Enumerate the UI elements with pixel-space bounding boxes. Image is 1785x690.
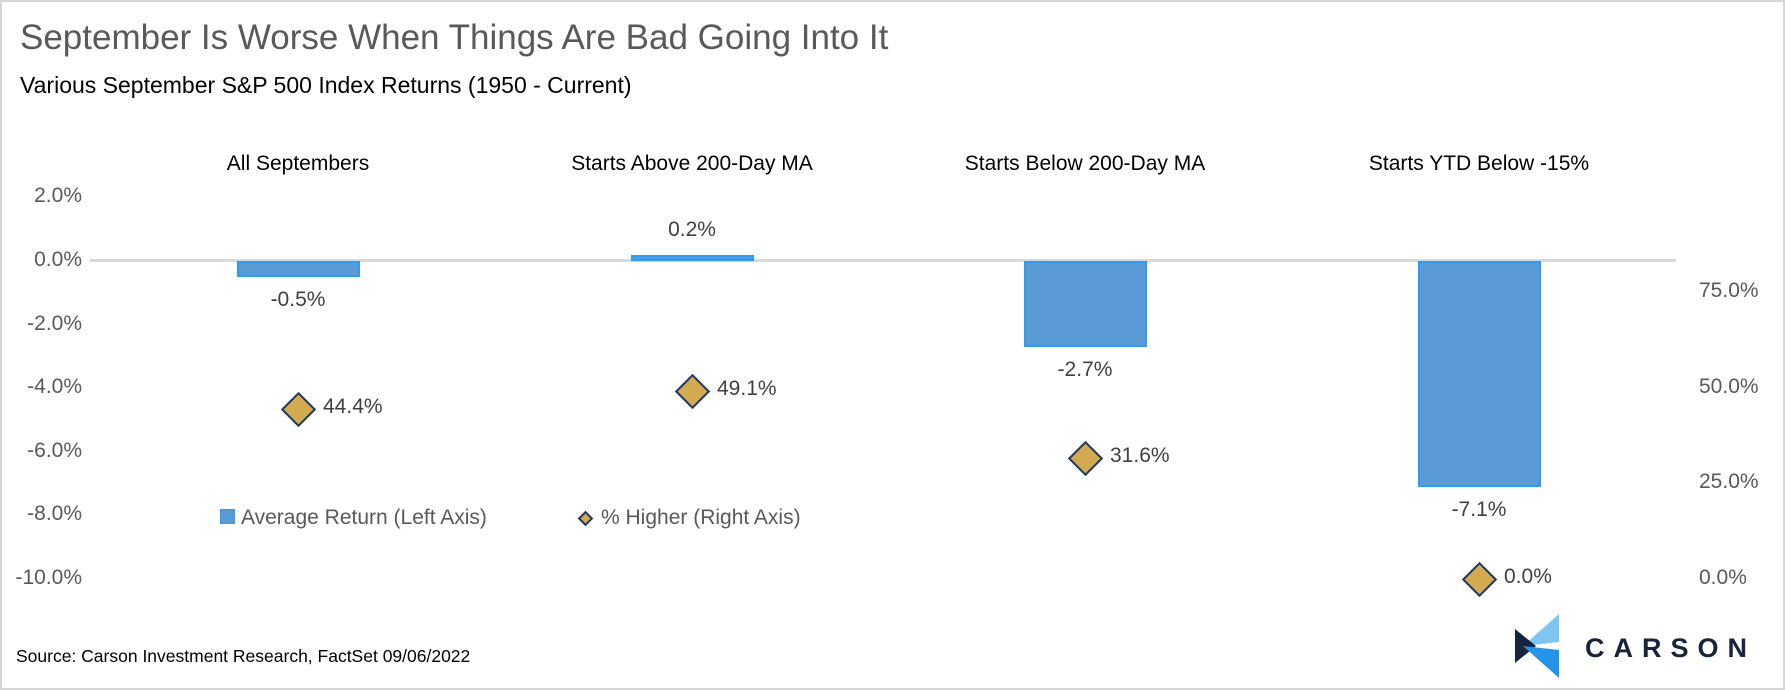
bar-value-label: 0.2% — [668, 217, 716, 241]
pct-higher-marker — [280, 391, 316, 427]
right-axis-tick-label: 0.0% — [1699, 566, 1747, 589]
bar-value-label: -0.5% — [270, 287, 326, 311]
bar-value-label: -2.7% — [1057, 357, 1113, 381]
zero-axis-line — [90, 259, 1676, 262]
legend-label-average-return: Average Return (Left Axis) — [241, 506, 487, 529]
right-axis-tick-label: 25.0% — [1699, 470, 1759, 494]
left-axis-tick-label: -4.0% — [27, 375, 82, 399]
category-label: Starts YTD Below -15% — [1368, 152, 1590, 175]
source-text: Source: Carson Investment Research, Fact… — [16, 646, 471, 666]
category-label: Starts Below 200-Day MA — [964, 152, 1206, 175]
right-axis-tick-label: 50.0% — [1699, 374, 1759, 398]
category-label: All Septembers — [226, 152, 370, 175]
bar-value-label: -7.1% — [1451, 497, 1507, 521]
left-axis-tick-label: -8.0% — [27, 502, 82, 526]
pct-higher-marker — [674, 373, 710, 409]
chart-subtitle: Various September S&P 500 Index Returns … — [20, 72, 632, 98]
pct-higher-value-label: 49.1% — [717, 377, 777, 401]
pct-higher-value-label: 31.6% — [1110, 444, 1170, 468]
pct-higher-marker — [1461, 561, 1497, 597]
category-label: Starts Above 200-Day MA — [571, 152, 813, 175]
bar-average-return — [1417, 261, 1541, 487]
pct-higher-value-label: 44.4% — [323, 395, 383, 419]
left-axis-tick-label: 0.0% — [34, 248, 82, 271]
left-axis-tick-label: -6.0% — [27, 438, 82, 462]
legend-square-marker — [220, 509, 235, 524]
left-axis-tick-label: -10.0% — [15, 566, 82, 589]
bar-average-return — [1023, 261, 1147, 347]
left-axis-tick-label: 2.0% — [34, 184, 82, 208]
pct-higher-value-label: 0.0% — [1504, 565, 1552, 588]
carson-logo: CARSON — [1515, 612, 1775, 682]
legend-label-pct-higher: % Higher (Right Axis) — [601, 506, 801, 529]
bar-average-return — [236, 261, 360, 277]
bar-average-return — [630, 254, 754, 261]
right-axis-tick-label: 75.0% — [1699, 279, 1759, 303]
pct-higher-marker — [1067, 440, 1103, 476]
left-axis-tick-label: -2.0% — [27, 311, 82, 335]
chart-title: September Is Worse When Things Are Bad G… — [20, 18, 889, 57]
carson-logo-text: CARSON — [1585, 633, 1757, 663]
carson-logo-icon — [1515, 614, 1559, 678]
